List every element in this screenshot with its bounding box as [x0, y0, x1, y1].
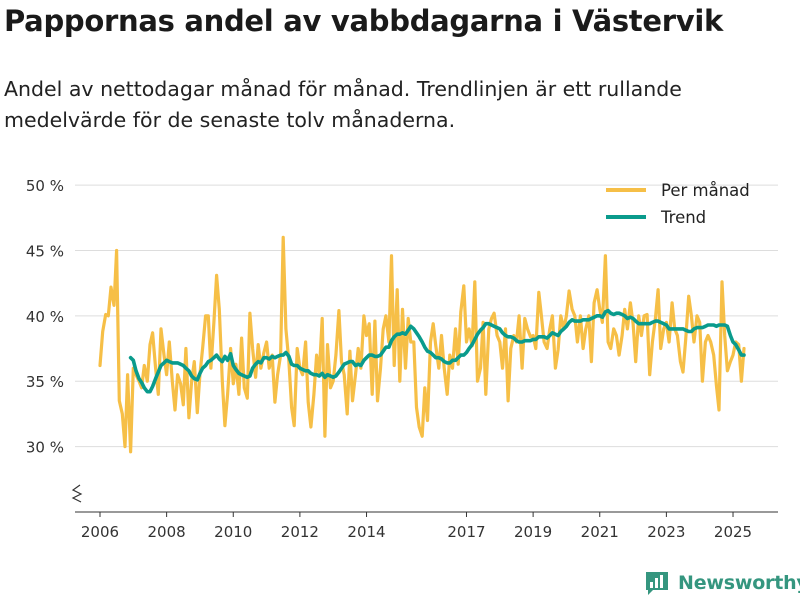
x-tick-label: 2014: [347, 523, 385, 541]
x-tick-label: 2023: [647, 523, 685, 541]
legend-label: Trend: [660, 208, 706, 227]
x-tick-label: 2017: [447, 523, 485, 541]
x-tick-label: 2019: [514, 523, 552, 541]
legend-label: Per månad: [661, 181, 750, 200]
series-line-trend: [128, 308, 746, 394]
x-tick-label: 2010: [214, 523, 252, 541]
x-tick-label: 2012: [281, 523, 319, 541]
newsworthy-logo-icon: [646, 572, 668, 595]
y-tick-label: 40 %: [26, 308, 64, 326]
x-tick-label: 2021: [581, 523, 619, 541]
y-tick-label: 30 %: [26, 439, 64, 457]
y-tick-label: 45 %: [26, 242, 64, 260]
x-tick-label: 2006: [81, 523, 119, 541]
x-tick-label: 2008: [148, 523, 186, 541]
brand-name: Newsworthy: [678, 572, 800, 594]
series-line-per-manad: [98, 235, 746, 454]
newsworthy-logo: Newsworthy: [644, 570, 800, 596]
y-tick-label: 35 %: [26, 373, 64, 391]
chart-subtitle: Andel av nettodagar månad för månad. Tre…: [4, 77, 682, 132]
axis-break-icon: [71, 484, 83, 503]
x-tick-label: 2025: [714, 523, 752, 541]
chart-title: Pappornas andel av vabbdagarna i Västerv…: [4, 4, 723, 38]
y-tick-label: 50 %: [26, 177, 64, 195]
